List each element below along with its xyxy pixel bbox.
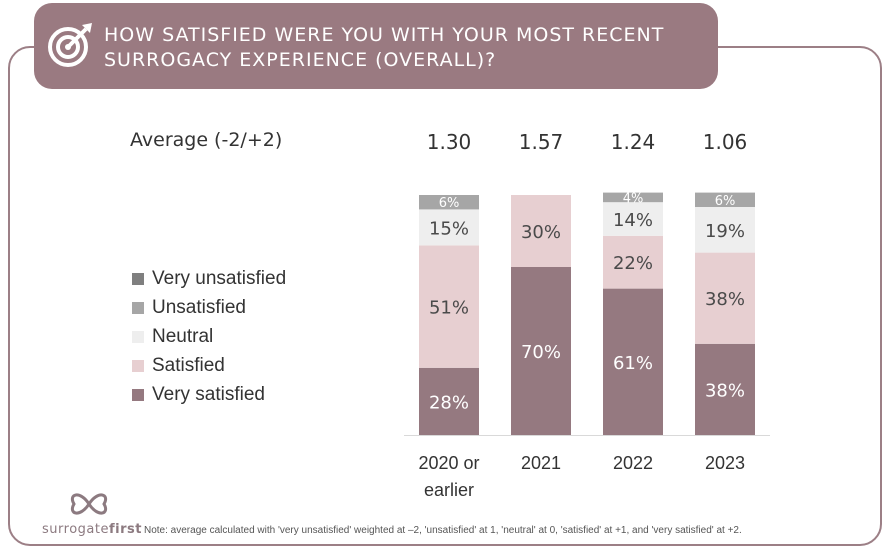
average-label: Average (-2/+2) — [130, 129, 283, 151]
bar-segment — [695, 252, 755, 344]
legend-swatch — [132, 359, 144, 372]
legend-label: Very unsatisfied — [152, 267, 287, 289]
data-label: 38% — [705, 289, 745, 310]
legend-swatch — [132, 272, 144, 285]
bar-segment — [511, 195, 571, 267]
bar-segment — [419, 209, 479, 246]
brand-part1: surrogate — [42, 522, 109, 537]
bar-segment — [695, 343, 755, 435]
legend-swatch — [132, 330, 144, 343]
bar-segment — [419, 367, 479, 435]
legend-label: Satisfied — [152, 354, 225, 376]
title-banner: HOW SATISFIED WERE YOU WITH YOUR MOST RE… — [34, 3, 718, 89]
bar-segment — [603, 192, 663, 203]
footer-note: Note: average calculated with 'very unsa… — [144, 525, 742, 536]
data-label: 6% — [715, 194, 736, 209]
x-tick-label: 2022 — [613, 453, 653, 473]
data-label: 38% — [705, 380, 745, 401]
legend-swatch — [132, 388, 144, 401]
chart-title-line2: SURROGACY EXPERIENCE (OVERALL)? — [104, 49, 497, 71]
data-label: 70% — [521, 342, 561, 363]
bar-segment — [695, 192, 755, 207]
brand-wordmark: surrogatefirst — [42, 522, 142, 537]
bar-segment — [511, 267, 571, 435]
x-tick-label: 2021 — [521, 453, 561, 473]
x-tick-label: earlier — [424, 480, 474, 500]
data-label: 30% — [521, 222, 561, 243]
bar-segment — [419, 245, 479, 368]
data-label: 61% — [613, 353, 653, 374]
data-label: 6% — [439, 196, 460, 211]
data-label: 4% — [623, 191, 644, 206]
legend-item: Neutral — [132, 322, 286, 351]
data-label: 22% — [613, 253, 653, 274]
legend-label: Very satisfied — [152, 383, 265, 405]
x-tick-label: 2023 — [705, 453, 745, 473]
average-value: 1.06 — [702, 130, 748, 154]
legend-item: Very satisfied — [132, 380, 286, 409]
brand-logo-icon — [71, 493, 107, 515]
chart-title: HOW SATISFIED WERE YOU WITH YOUR MOST RE… — [104, 23, 704, 73]
bar-segment — [603, 235, 663, 289]
bar-segment — [695, 207, 755, 253]
data-label: 28% — [429, 392, 469, 413]
target-icon — [48, 23, 92, 67]
chart-title-line1: HOW SATISFIED WERE YOU WITH YOUR MOST RE… — [104, 24, 665, 46]
bar-segment — [419, 195, 479, 210]
bar-segment — [603, 288, 663, 435]
bar-segment — [603, 202, 663, 236]
average-value: 1.57 — [518, 130, 564, 154]
legend-item: Satisfied — [132, 351, 286, 380]
data-label: 51% — [429, 298, 469, 319]
brand-part2: first — [108, 522, 142, 537]
data-label: 14% — [613, 210, 653, 231]
legend-item: Very unsatisfied — [132, 264, 286, 293]
legend-item: Unsatisfied — [132, 293, 286, 322]
legend-label: Neutral — [152, 325, 214, 347]
x-tick-label: 2020 or — [418, 453, 479, 473]
legend-swatch — [132, 301, 144, 314]
average-value: 1.30 — [426, 130, 472, 154]
data-label: 15% — [429, 218, 469, 239]
average-value: 1.24 — [610, 130, 656, 154]
legend-label: Unsatisfied — [152, 296, 246, 318]
chart-legend: Very unsatisfied Unsatisfied Neutral Sat… — [132, 264, 286, 409]
data-label: 19% — [705, 221, 745, 242]
